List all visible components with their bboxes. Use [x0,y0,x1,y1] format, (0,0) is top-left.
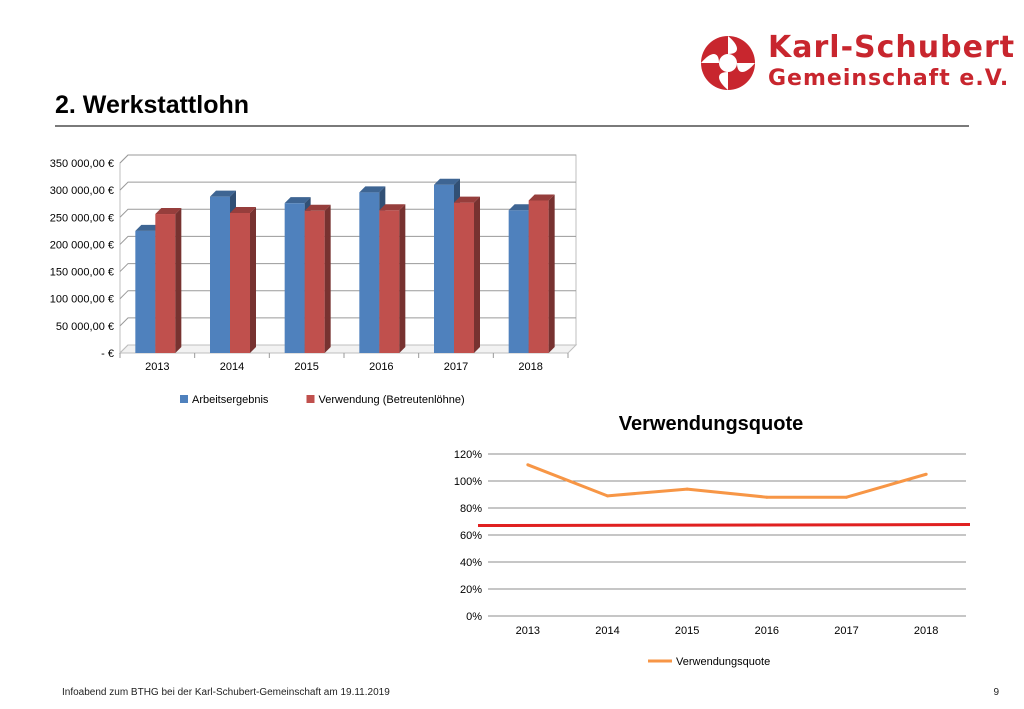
chart-wall-outline [119,154,577,355]
bar-top [210,190,236,197]
bar-arbeitsergebnis-2018 [508,210,529,353]
bar-side [474,196,480,353]
legend-label: Verwendungsquote [676,656,770,668]
x-tick-label: 2013 [145,361,169,373]
bar-top [359,186,386,193]
x-tick-label: 2017 [834,625,858,637]
bar-top [155,208,182,215]
bar-arbeitsergebnis-2017 [434,184,454,353]
reference-line [477,523,971,528]
logo-name-line2: Gemeinschaft e.V. [768,66,1010,91]
series-line-verwendungsquote [527,463,927,499]
legend-swatch [180,395,188,403]
data-point-2014 [606,494,609,498]
bar-verwendung-2014 [230,212,250,353]
y-tick-label: 20% [460,584,482,596]
bar-top [135,224,162,231]
gridline [119,154,576,164]
bar-top [284,197,311,204]
y-tick-label: 100% [454,476,482,488]
y-tick-label: 300 000,00 € [50,185,114,197]
y-tick-label: 200 000,00 € [50,239,114,251]
title-divider [55,125,969,127]
gridline [119,235,576,245]
gridline [119,263,576,272]
karl-schubert-logo-icon [701,36,755,90]
bar-top [434,178,460,185]
bar-top [454,196,480,203]
data-point-2015 [685,487,689,491]
bar-top [379,204,406,211]
bar-verwendung-2015 [304,210,325,353]
y-tick-label: 50 000,00 € [56,321,114,333]
bar-side [548,194,555,353]
x-tick-label: 2016 [755,625,779,637]
y-tick-label: 100 000,00 € [50,294,114,306]
gridline [119,317,576,327]
x-tick-label: 2016 [369,361,393,373]
bar-chart-werkstattlohn: - € 50 000,00 € 100 000,00 € 150 000,00 € 20… [50,154,578,406]
x-tick-label: 2018 [518,361,542,373]
gridline [119,290,576,300]
page-title: 2. Werkstattlohn [55,91,250,119]
x-tick-label: 2015 [675,625,699,637]
bar-top [230,206,256,213]
legend-label: Verwendung (Betreutenlöhne) [319,394,465,406]
bar-verwendung-2018 [528,200,549,353]
y-tick-label: 80% [460,503,482,515]
chart-floor [118,344,578,354]
y-tick-label: 120% [454,449,482,461]
y-tick-label: - € [101,348,114,360]
data-point-2013 [526,463,530,467]
bar-side [250,206,256,353]
y-tick-label: 0% [466,611,482,623]
bar-top [304,204,331,211]
gridline [119,208,576,218]
bar-verwendung-2016 [379,210,400,353]
bar-top [528,194,555,201]
x-tick-label: 2018 [914,625,938,637]
x-tick-label: 2015 [294,361,318,373]
y-tick-label: 250 000,00 € [50,212,114,224]
y-tick-label: 60% [460,530,482,542]
x-tick-label: 2014 [220,361,244,373]
bar-side [399,204,406,353]
company-logo: Karl-Schubert Gemeinschaft e.V. [700,28,1014,98]
y-tick-label: 350 000,00 € [50,158,114,170]
data-point-2017 [845,495,848,499]
chart-title: Verwendungsquote [619,413,803,435]
bar-arbeitsergebnis-2013 [135,230,156,353]
page-number: 9 [993,687,999,698]
bar-verwendung-2017 [454,202,474,353]
bar-arbeitsergebnis-2015 [284,203,305,353]
x-tick-label: 2017 [444,361,468,373]
bar-side [175,208,182,353]
bar-side [324,204,331,353]
legend-label: Arbeitsergebnis [192,394,269,406]
bar-top [508,204,535,211]
logo-name-line1: Karl-Schubert [768,30,1016,65]
gridline [119,181,576,191]
x-tick-label: 2014 [595,625,619,637]
y-tick-label: 150 000,00 € [50,267,114,279]
x-tick-label: 2013 [516,625,540,637]
y-tick-label: 40% [460,557,482,569]
legend-swatch [306,395,315,403]
data-point-2016 [765,495,769,499]
bar-arbeitsergebnis-2014 [210,196,230,353]
bar-arbeitsergebnis-2016 [359,192,380,353]
data-point-2018 [924,472,928,476]
bar-verwendung-2013 [155,214,176,353]
footer-text: Infoabend zum BTHG bei der Karl-Schubert… [62,687,390,698]
line-chart-verwendungsquote: Verwendungsquote 0% 20% 40% 60% 80% 100% 120% 20… [454,413,971,668]
